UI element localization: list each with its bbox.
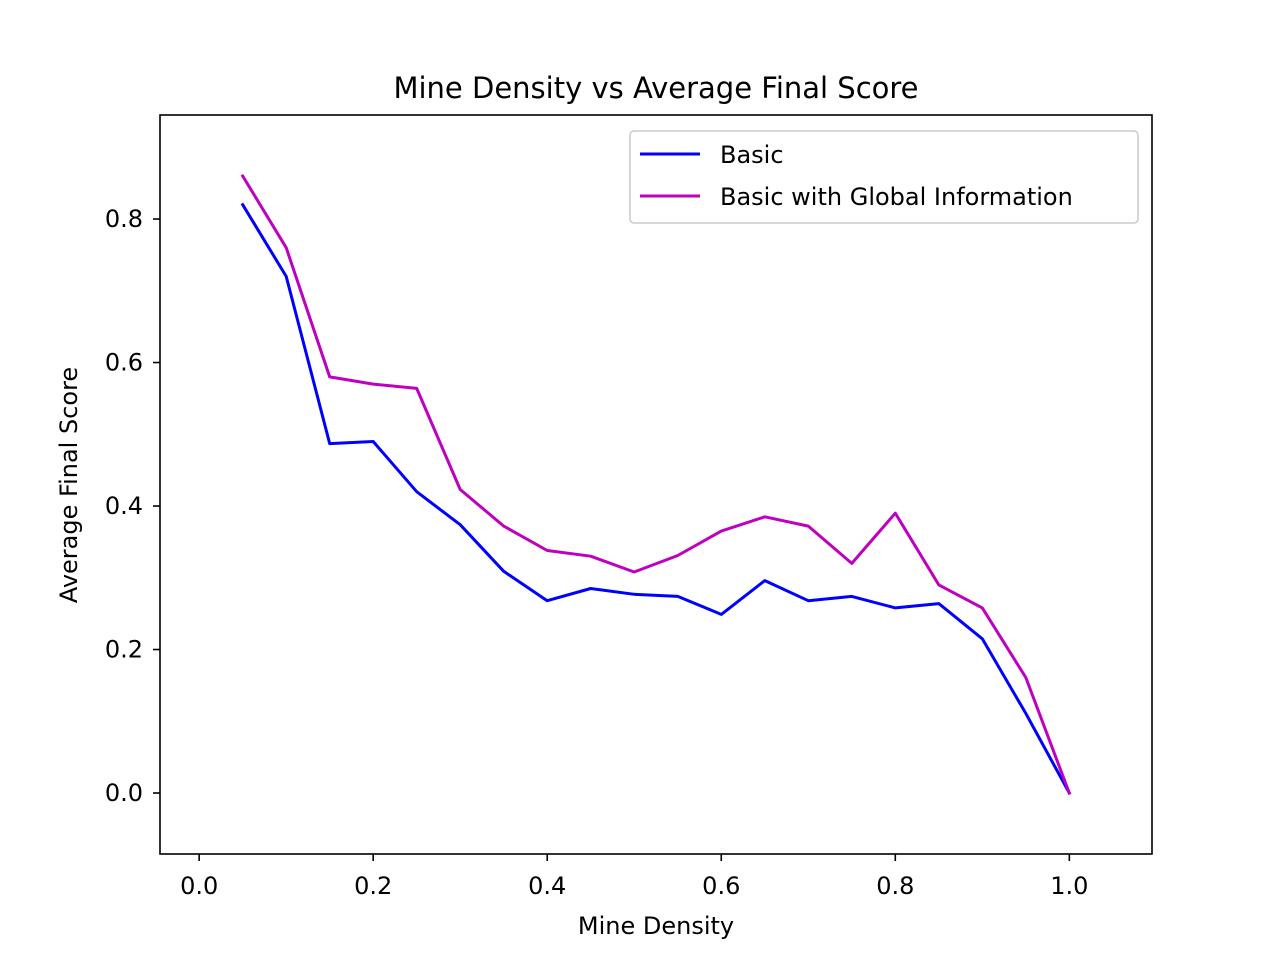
y-tick-label: 0.2 [105, 636, 143, 664]
legend-label-basic: Basic [720, 141, 784, 169]
x-axis: 0.0 0.2 0.4 0.6 0.8 1.0 [180, 854, 1088, 900]
y-tick-label: 0.0 [105, 779, 143, 807]
x-tick-label: 0.2 [354, 872, 392, 900]
legend: Basic Basic with Global Information [629, 130, 1139, 224]
x-tick-label: 0.8 [876, 872, 914, 900]
y-tick-label: 0.4 [105, 492, 143, 520]
x-tick-label: 1.0 [1050, 872, 1088, 900]
x-tick-label: 0.4 [528, 872, 566, 900]
x-axis-label: Mine Density [578, 912, 734, 940]
series-layer [240, 173, 1072, 796]
series-line-global-information [240, 173, 1072, 795]
y-tick-label: 0.8 [105, 205, 143, 233]
chart-title: Mine Density vs Average Final Score [393, 71, 918, 105]
y-axis-label: Average Final Score [55, 367, 83, 603]
series-line-basic [240, 202, 1072, 796]
y-tick-label: 0.6 [105, 349, 143, 377]
x-tick-label: 0.0 [180, 872, 218, 900]
y-axis: 0.0 0.2 0.4 0.6 0.8 [105, 205, 160, 807]
x-tick-label: 0.6 [702, 872, 740, 900]
legend-frame [629, 130, 1139, 224]
plot-frame [159, 114, 1153, 855]
legend-label-global: Basic with Global Information [720, 183, 1073, 211]
